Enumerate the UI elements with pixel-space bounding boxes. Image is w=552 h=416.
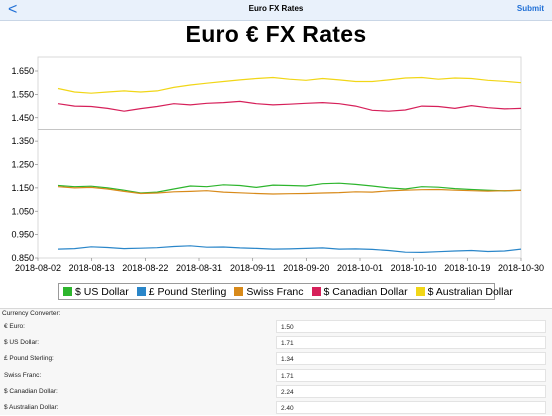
series-line-3 (57, 100, 522, 112)
submit-button[interactable]: Submit (516, 4, 544, 13)
converter-row: £ Pound Sterling: 1.34 (0, 351, 552, 367)
converter-value-field[interactable]: 2.24 (276, 384, 546, 398)
chart-legend: $ US Dollar £ Pound Sterling Swiss Franc $ … (58, 283, 513, 300)
x-tick-label: 2018-10-10 (391, 263, 437, 273)
legend-swatch (136, 287, 146, 296)
legend-swatch (415, 287, 425, 296)
x-tick-label: 2018-08-22 (122, 263, 168, 273)
legend-label: $ Canadian Dollar (323, 285, 408, 298)
legend-swatch (311, 287, 321, 296)
legend-item: $ US Dollar (63, 286, 129, 298)
converter-label: $ Australian Dollar: (4, 404, 59, 411)
legend-item: Swiss Franc (234, 285, 304, 298)
legend-item: $ Canadian Dollar (311, 285, 408, 298)
converter-label: Swiss Franc: (4, 371, 42, 379)
converter-row: € Euro: 1.50 (0, 319, 552, 335)
y-tick-label: 1.350 (11, 136, 34, 146)
converter-value-field[interactable]: 1.71 (276, 336, 546, 350)
y-tick-label: 0.850 (11, 253, 34, 263)
converter-label: $ US Dollar: (4, 339, 40, 347)
legend-item: $ Australian Dollar (415, 285, 513, 298)
nav-title: Euro FX Rates (248, 4, 304, 13)
x-tick-label: 2018-10-01 (337, 263, 383, 273)
series-line-4 (57, 76, 522, 94)
x-tick-label: 2018-08-13 (69, 263, 115, 273)
back-button[interactable]: < (8, 1, 18, 18)
converter-header: Currency Converter: (2, 310, 61, 317)
converter-value-field[interactable]: 1.50 (276, 320, 546, 333)
y-tick-label: 1.550 (11, 89, 34, 99)
y-tick-label: 0.950 (11, 230, 34, 240)
navigation-bar: < Euro FX Rates Submit (0, 0, 552, 21)
legend-label: £ Pound Sterling (148, 285, 227, 298)
converter-row: $ US Dollar: 1.71 (0, 335, 552, 351)
chart-title: Euro € FX Rates (185, 21, 367, 47)
legend-label: $ US Dollar (75, 285, 129, 298)
y-tick-label: 1.650 (11, 66, 34, 76)
converter-value-field[interactable]: 1.71 (276, 368, 546, 382)
converter-row: $ Canadian Dollar: 2.24 (0, 384, 552, 400)
converter-row: Swiss Franc: 1.71 (0, 368, 552, 384)
y-tick-label: 1.450 (11, 113, 34, 123)
plot-frame (37, 56, 522, 259)
legend-item: £ Pound Sterling (136, 285, 227, 298)
y-tick-label: 1.250 (11, 160, 34, 170)
x-tick-label: 2018-09-11 (230, 263, 275, 273)
series-line-0 (57, 182, 522, 194)
legend-label: $ Australian Dollar (427, 285, 513, 298)
converter-value-field[interactable]: 2.40 (276, 401, 546, 414)
series-line-1 (57, 245, 522, 254)
converter-label: € Euro: (4, 323, 25, 330)
x-tick-label: 2018-08-02 (15, 263, 61, 273)
legend-swatch (63, 287, 72, 296)
converter-label: £ Pound Sterling: (4, 355, 54, 363)
fx-rates-chart: 1.650 1.550 1.450 1.350 1.250 1.150 1.050 0.950… (11, 56, 544, 273)
converter-label: $ Canadian Dollar: (4, 387, 58, 395)
series-line-2 (57, 186, 522, 195)
x-tick-label: 2018-09-20 (283, 263, 329, 273)
y-tick-label: 1.150 (11, 183, 34, 193)
currency-converter: Currency Converter: € Euro: 1.50 $ US Doll… (0, 308, 552, 415)
x-tick-label: 2018-10-19 (444, 263, 490, 273)
x-tick-label: 2018-08-31 (176, 263, 222, 273)
legend-swatch (234, 287, 244, 296)
converter-value-field[interactable]: 1.34 (276, 352, 546, 366)
legend-label: Swiss Franc (246, 285, 304, 298)
x-tick-label: 2018-10-30 (498, 263, 544, 273)
y-tick-label: 1.050 (11, 206, 34, 216)
